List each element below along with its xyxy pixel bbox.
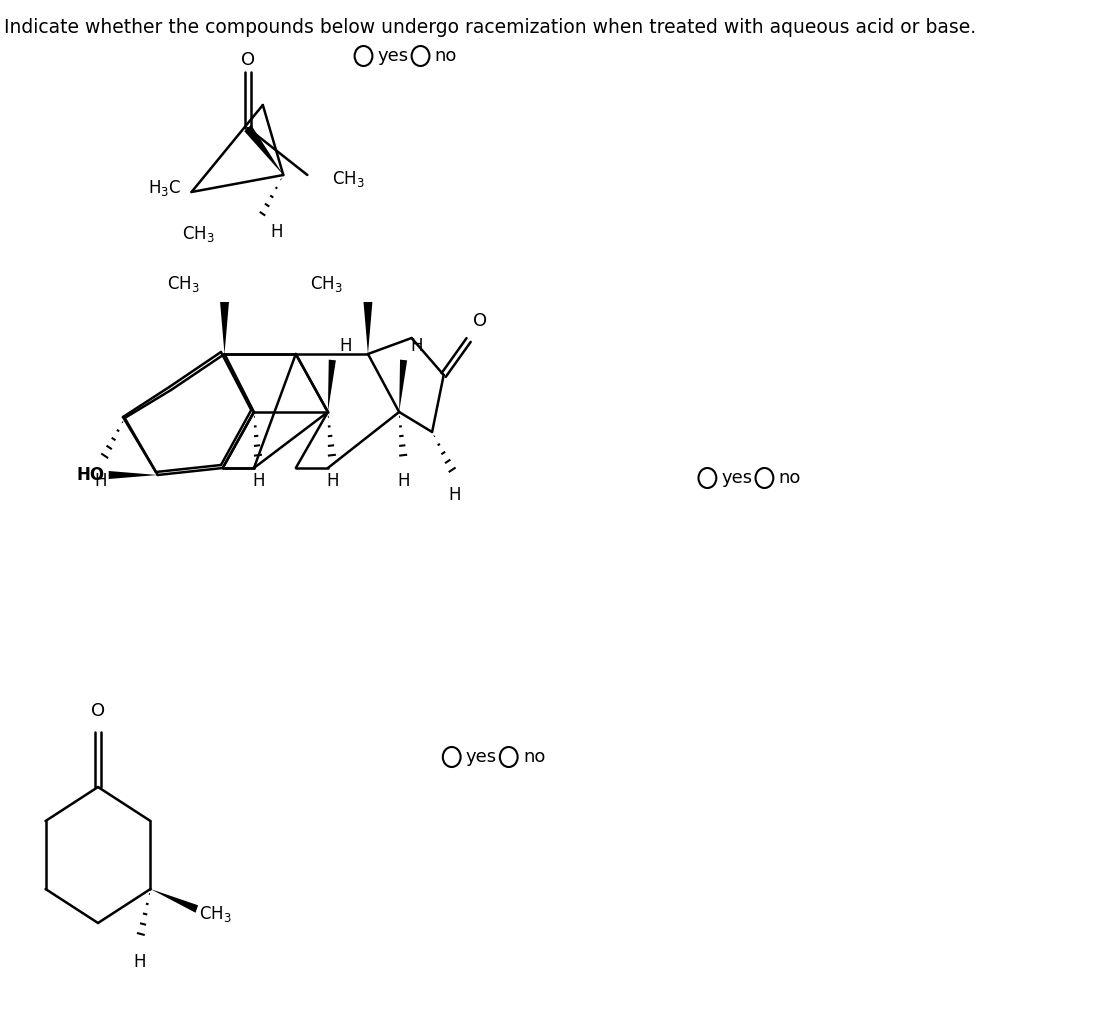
Polygon shape	[150, 889, 198, 913]
Text: yes: yes	[378, 47, 408, 65]
Text: H: H	[411, 337, 423, 355]
Text: O: O	[241, 52, 255, 69]
Text: CH$_3$: CH$_3$	[200, 904, 232, 924]
Text: H: H	[448, 486, 460, 504]
Text: H: H	[339, 337, 352, 355]
Text: H$_3$C: H$_3$C	[148, 178, 181, 198]
Polygon shape	[244, 125, 284, 175]
Text: O: O	[91, 702, 105, 720]
Text: H: H	[270, 224, 284, 241]
Text: CH$_3$: CH$_3$	[182, 224, 215, 244]
Text: H: H	[134, 953, 146, 971]
Polygon shape	[220, 302, 229, 354]
Text: CH$_3$: CH$_3$	[167, 274, 200, 294]
Polygon shape	[328, 359, 336, 412]
Text: H: H	[252, 472, 265, 490]
Text: no: no	[435, 47, 457, 65]
Polygon shape	[400, 359, 407, 412]
Text: Indicate whether the compounds below undergo racemization when treated with aque: Indicate whether the compounds below und…	[4, 18, 977, 37]
Text: yes: yes	[466, 748, 497, 766]
Polygon shape	[363, 302, 372, 354]
Text: yes: yes	[722, 469, 753, 487]
Text: O: O	[474, 312, 487, 330]
Text: CH$_3$: CH$_3$	[332, 169, 365, 188]
Text: no: no	[778, 469, 802, 487]
Text: H: H	[95, 472, 107, 490]
Text: H: H	[326, 472, 339, 490]
Text: CH$_3$: CH$_3$	[310, 274, 343, 294]
Text: HO: HO	[76, 466, 104, 484]
Polygon shape	[108, 471, 158, 479]
Text: no: no	[523, 748, 545, 766]
Text: H: H	[397, 472, 410, 490]
